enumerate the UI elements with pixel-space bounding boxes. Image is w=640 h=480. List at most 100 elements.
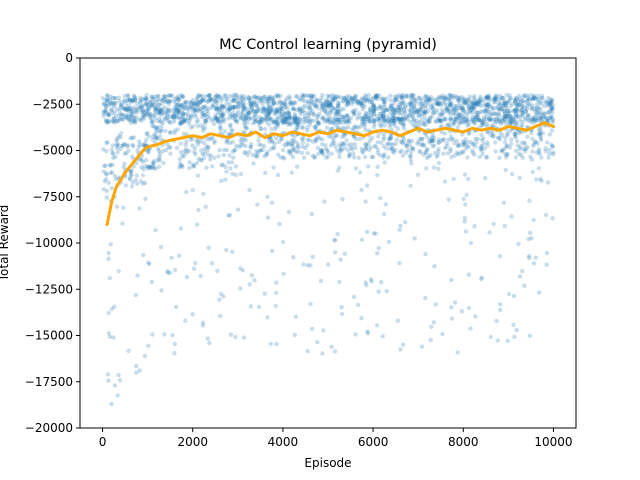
scatter-point [493,111,498,116]
scatter-point [470,115,475,120]
scatter-point [391,150,397,155]
scatter-point [529,236,534,241]
scatter-point [501,200,507,205]
scatter-point [505,132,510,138]
scatter-point [196,156,201,162]
scatter-point [252,116,257,122]
scatter-point [550,151,556,157]
scatter-point [514,327,519,333]
scatter-point [103,109,108,115]
scatter-point [424,99,429,104]
scatter-point [395,126,401,131]
scatter-point [139,115,145,121]
scatter-point [484,155,489,160]
scatter-point [335,168,340,173]
scatter-point [507,121,513,126]
scatter-point [213,112,218,118]
scatter-point [317,111,322,117]
scatter-point [311,93,317,99]
scatter-point [408,154,413,159]
scatter-point [118,146,123,152]
scatter-point [222,147,227,153]
scatter-point [258,126,264,131]
scatter-point [263,170,268,176]
scatter-point [471,96,476,101]
scatter-point [296,149,301,154]
scatter-point [216,154,221,159]
scatter-point [227,153,232,158]
scatter-point [439,107,445,113]
scatter-point [340,140,345,146]
scatter-point [126,98,131,103]
scatter-point [141,167,146,172]
scatter-point [442,131,447,136]
scatter-point [207,106,212,111]
scatter-point [319,107,324,112]
scatter-point [245,120,250,125]
scatter-point [270,120,276,125]
scatter-point [226,213,231,218]
scatter-point [184,148,190,154]
scatter-point [365,329,370,334]
scatter-point [522,283,527,288]
scatter-point [155,118,160,124]
scatter-point [533,115,538,120]
scatter-point [109,401,114,407]
scatter-point [248,102,253,107]
scatter-point [207,340,212,346]
scatter-point [345,102,350,107]
scatter-point [423,110,428,115]
scatter-point [143,196,148,201]
scatter-point [412,236,417,241]
scatter-point [173,304,179,310]
scatter-point [308,301,313,307]
scatter-point [146,134,151,139]
scatter-point [550,120,555,125]
scatter-point [381,115,386,121]
scatter-point [419,344,425,349]
scatter-point [386,107,391,112]
scatter-point [170,333,175,338]
scatter-point [192,102,197,107]
scatter-point [184,189,189,195]
scatter-point [380,334,385,339]
scatter-point [547,151,552,156]
scatter-point [499,107,505,112]
scatter-point [315,340,320,345]
scatter-point [272,111,277,117]
scatter-point [504,119,509,125]
scatter-point [452,120,457,125]
scatter-point [457,112,462,118]
scatter-point [507,98,512,104]
scatter-point [333,113,339,118]
scatter-point [514,108,519,114]
scatter-point [511,293,517,299]
scatter-point [282,101,287,107]
scatter-point [114,204,120,209]
scatter-point [268,341,273,346]
scatter-point [495,135,501,140]
scatter-point [121,106,127,111]
scatter-point [429,324,434,329]
scatter-point [115,118,120,123]
scatter-point [530,116,536,122]
scatter-point [452,103,457,109]
scatter-point [339,148,344,153]
scatter-point [315,98,320,103]
scatter-point [295,115,300,121]
scatter-point [406,139,412,144]
scatter-point [388,118,394,123]
scatter-point [468,326,473,331]
scatter-point [101,109,106,115]
scatter-point [221,116,226,121]
scatter-point [353,332,358,337]
scatter-point [541,111,547,116]
scatter-point [217,125,222,131]
scatter-point [294,120,299,125]
scatter-point [224,101,229,106]
scatter-point [386,141,391,147]
scatter-point [289,100,295,106]
scatter-point [329,151,334,156]
scatter-point [309,93,314,99]
scatter-point [419,101,425,106]
